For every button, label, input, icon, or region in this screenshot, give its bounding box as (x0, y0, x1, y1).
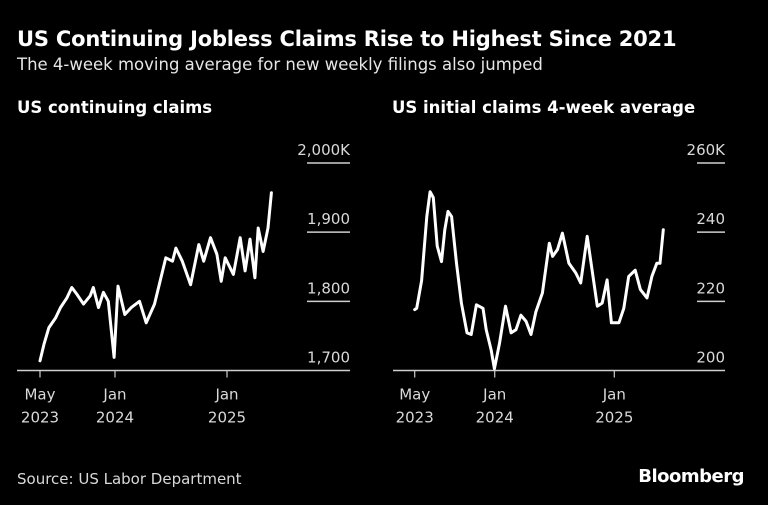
x-tick-label: 2024 (476, 409, 514, 427)
x-tick-label: 2025 (208, 409, 246, 427)
source-note: Source: US Labor Department (17, 470, 242, 488)
x-tick-label: 2023 (396, 409, 434, 427)
y-tick-label: 1,900 (307, 210, 350, 228)
x-tick-label: May (24, 386, 55, 404)
x-tick-label: 2025 (595, 409, 633, 427)
left-panel-title: US continuing claims (17, 98, 213, 117)
y-tick-label: 260K (687, 141, 727, 159)
x-tick-label: Jan (482, 386, 506, 404)
x-tick-label: May (399, 386, 430, 404)
x-tick-label: 2024 (96, 409, 134, 427)
y-tick-label: 240 (696, 210, 725, 228)
x-tick-label: Jan (102, 386, 126, 404)
x-tick-label: Jan (214, 386, 238, 404)
y-tick-label: 200 (696, 349, 725, 367)
bloomberg-logo: Bloomberg (638, 466, 744, 487)
chart-subtitle: The 4-week moving average for new weekly… (17, 55, 543, 74)
y-tick-label: 1,700 (307, 349, 350, 367)
x-tick-label: 2023 (21, 409, 59, 427)
right-panel-title: US initial claims 4-week average (392, 98, 696, 117)
x-tick-label: Jan (602, 386, 626, 404)
initial-claims-line (413, 190, 665, 371)
y-tick-label: 220 (696, 279, 725, 297)
continuing-claims-line (38, 191, 273, 363)
y-tick-label: 2,000K (297, 141, 351, 159)
chart-title: US Continuing Jobless Claims Rise to Hig… (17, 27, 677, 51)
y-tick-label: 1,800 (307, 279, 350, 297)
